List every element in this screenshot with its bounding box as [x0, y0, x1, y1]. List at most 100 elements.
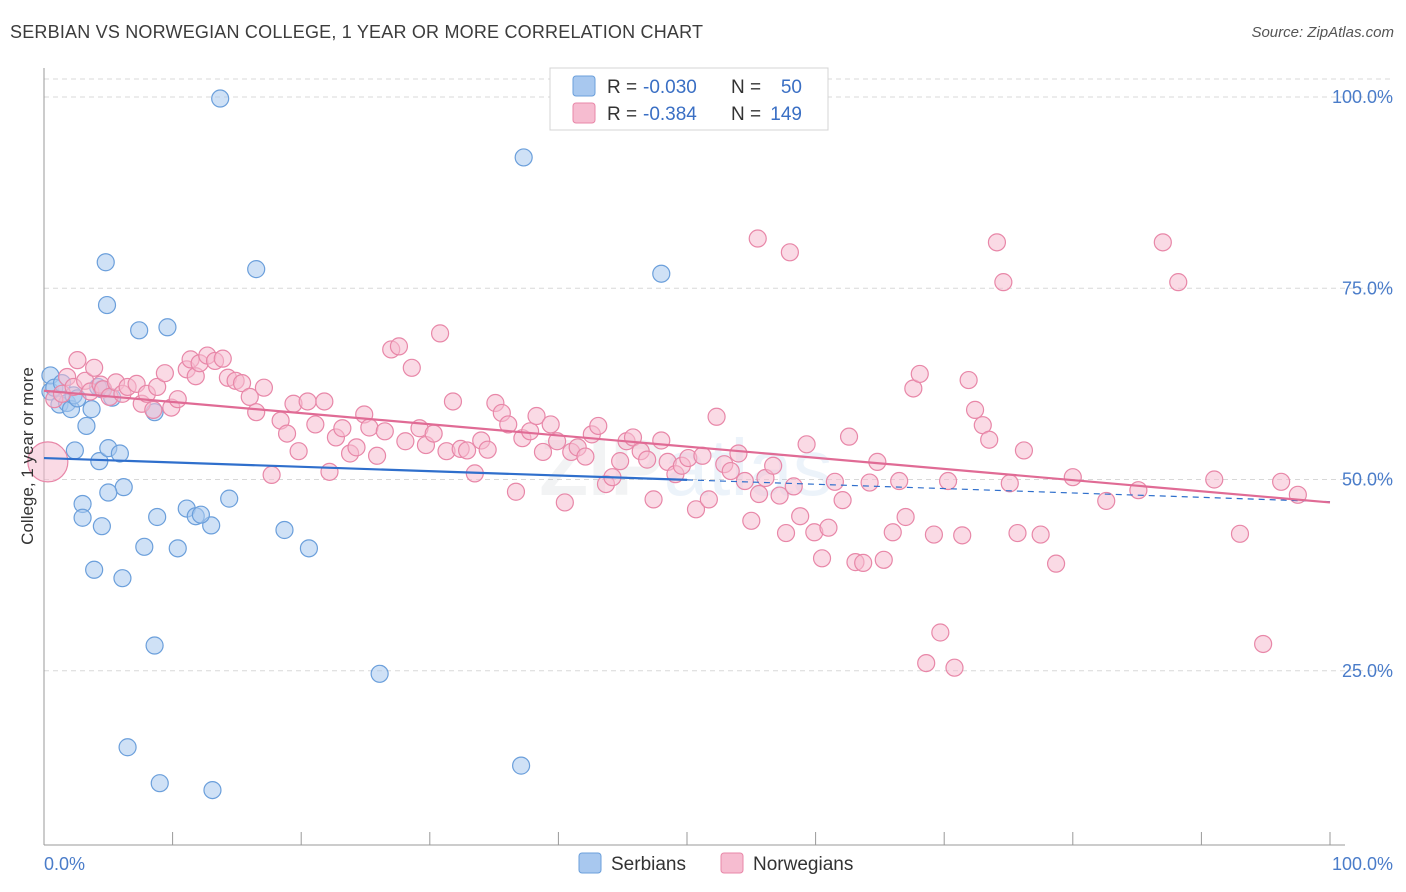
- legend: R = -0.030 N = 50 R = -0.384 N = 149: [549, 67, 829, 131]
- serbian-point: [97, 295, 117, 315]
- norwegian-point: [85, 358, 104, 377]
- norwegian-point: [1000, 474, 1019, 493]
- y-axis-label: College, 1 year or more: [18, 367, 37, 545]
- norwegian-point: [1014, 441, 1034, 460]
- norwegian-point: [699, 490, 718, 509]
- norwegian-point: [748, 229, 767, 248]
- norwegian-point: [589, 416, 608, 436]
- norwegian-point: [797, 435, 816, 454]
- serbian-point: [247, 260, 266, 279]
- norwegian-point: [742, 511, 761, 530]
- norwegian-point: [729, 444, 748, 463]
- norwegian-point: [1046, 554, 1066, 573]
- norwegian-point: [247, 403, 266, 422]
- bottom-legend: Serbians Norwegians: [578, 852, 853, 875]
- grid: [44, 78, 1392, 672]
- norwegian-point: [819, 518, 838, 537]
- norwegian-point: [389, 337, 409, 356]
- y-tick-label-75: 75.0%: [1342, 278, 1393, 298]
- norwegian-point: [693, 446, 712, 465]
- serbian-point: [299, 539, 319, 558]
- norwegian-point: [306, 415, 325, 434]
- norwegian-point: [1205, 470, 1224, 489]
- norwegian-point: [638, 450, 657, 469]
- norwegian-point: [232, 374, 252, 393]
- norwegian-point: [1097, 491, 1116, 511]
- norwegian-point: [959, 370, 978, 390]
- y-tick-label-25: 25.0%: [1342, 661, 1393, 681]
- legend-r-label-norwegians: R =: [607, 104, 642, 125]
- serbian-point: [220, 489, 239, 508]
- norwegian-point: [839, 427, 859, 446]
- legend-n-value-serbians: 50: [781, 77, 802, 98]
- norwegian-point: [1008, 523, 1027, 543]
- norwegian-point: [68, 351, 87, 370]
- serbian-point: [73, 508, 92, 527]
- bottom-legend-label-serbians: Serbians: [611, 854, 686, 875]
- norwegian-point: [764, 456, 783, 475]
- serbian-point: [211, 89, 230, 108]
- norwegian-point: [1272, 472, 1291, 491]
- serbian-point: [114, 478, 133, 497]
- norwegian-point: [721, 461, 740, 481]
- norwegian-point: [430, 324, 450, 343]
- serbian-point: [145, 636, 164, 655]
- norwegian-point: [980, 430, 999, 449]
- norwegian-point: [776, 523, 796, 543]
- norwegian-point: [576, 447, 595, 466]
- x-ticks: [43, 832, 1331, 845]
- norwegian-point: [833, 491, 852, 510]
- legend-n-label-norwegians: N =: [731, 104, 766, 125]
- serbians-trend-line: [43, 456, 688, 481]
- serbian-point: [96, 253, 115, 272]
- norwegian-point: [953, 526, 972, 545]
- norwegian-point: [148, 377, 167, 397]
- norwegian-point: [749, 484, 769, 504]
- norwegian-point: [262, 465, 281, 485]
- norwegian-point: [917, 653, 936, 673]
- norwegian-point: [254, 378, 274, 397]
- norwegian-point: [527, 406, 546, 426]
- norwegians-trend-line: [43, 389, 1331, 504]
- y-tick-labels: 25.0% 50.0% 75.0% 100.0%: [1332, 87, 1393, 681]
- serbian-point: [99, 483, 118, 502]
- serbian-point: [150, 774, 169, 793]
- norwegian-point: [890, 471, 909, 491]
- norwegian-point: [686, 500, 706, 519]
- serbian-point: [65, 441, 84, 460]
- norwegian-point: [333, 419, 352, 438]
- norwegian-point: [478, 440, 497, 459]
- norwegian-point: [27, 441, 69, 483]
- norwegian-point: [644, 490, 663, 509]
- norwegian-point: [402, 358, 421, 377]
- x-tick-label-max: 100.0%: [1332, 854, 1393, 874]
- norwegian-point: [1254, 634, 1273, 654]
- norwegian-point: [320, 462, 339, 481]
- norwegian-point: [360, 418, 379, 437]
- serbian-point: [92, 517, 111, 536]
- norwegian-point: [883, 523, 902, 542]
- norwegians-points: [27, 229, 1307, 677]
- norwegian-point: [1153, 233, 1172, 252]
- norwegian-point: [994, 273, 1013, 292]
- norwegian-point: [277, 424, 297, 443]
- norwegian-point: [735, 471, 754, 491]
- serbian-point: [158, 318, 177, 337]
- norwegian-point: [506, 482, 526, 501]
- serbian-point: [191, 505, 210, 524]
- norwegian-point: [825, 472, 844, 491]
- norwegian-point: [499, 415, 518, 434]
- norwegian-point: [791, 507, 810, 526]
- norwegian-point: [784, 477, 803, 496]
- norwegian-point: [533, 442, 553, 462]
- chart-title: SERBIAN VS NORWEGIAN COLLEGE, 1 YEAR OR …: [10, 22, 704, 42]
- serbian-point: [203, 780, 222, 800]
- norwegian-point: [298, 392, 317, 411]
- serbian-point: [77, 416, 96, 436]
- norwegian-point: [367, 446, 387, 465]
- norwegian-point: [611, 452, 630, 471]
- norwegian-point: [315, 392, 334, 411]
- norwegian-point: [144, 400, 163, 419]
- norwegian-point: [987, 233, 1007, 252]
